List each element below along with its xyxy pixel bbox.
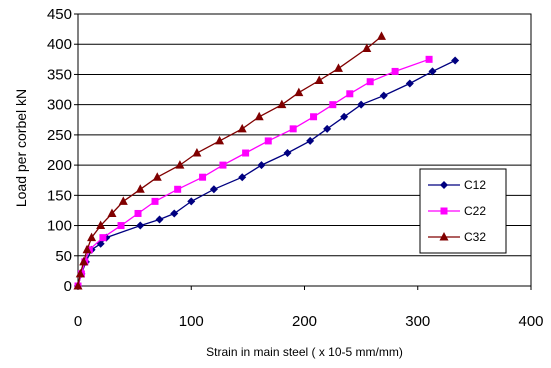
data-point-c32 xyxy=(237,123,247,133)
legend-marker-c22 xyxy=(440,207,448,215)
data-point-c32 xyxy=(175,160,185,169)
data-point-c32 xyxy=(82,244,92,254)
y-tick-label: 50 xyxy=(55,248,72,265)
data-point-c32 xyxy=(277,99,287,109)
y-tick-label: 400 xyxy=(47,36,72,53)
x-axis-label: Strain in main steel ( x 10-5 mm/mm) xyxy=(206,345,403,359)
x-tick-label: 0 xyxy=(74,313,82,330)
data-point-c32 xyxy=(87,232,97,242)
data-point-c22 xyxy=(425,55,433,63)
data-point-c22 xyxy=(151,197,159,205)
series-layer xyxy=(73,31,460,290)
data-point-c12 xyxy=(257,161,266,170)
y-tick-label: 300 xyxy=(47,97,72,114)
x-tick-label: 100 xyxy=(179,313,204,330)
data-point-c22 xyxy=(174,185,182,193)
data-point-c22 xyxy=(199,173,207,181)
data-point-c12 xyxy=(357,100,366,109)
data-point-c32 xyxy=(377,31,387,40)
data-point-c12 xyxy=(451,56,460,65)
y-axis-label: Load per corbel kN xyxy=(13,89,29,207)
data-point-c22 xyxy=(99,234,107,242)
y-tick-label: 450 xyxy=(47,6,72,23)
data-point-c12 xyxy=(238,173,247,182)
data-point-c32 xyxy=(118,196,128,205)
data-point-c22 xyxy=(366,78,374,86)
data-point-c32 xyxy=(362,43,372,52)
data-point-c12 xyxy=(170,209,179,218)
x-tick-label: 400 xyxy=(518,313,543,330)
data-point-c22 xyxy=(289,125,297,133)
data-point-c32 xyxy=(79,256,89,266)
legend-marker-c12 xyxy=(440,181,448,189)
data-point-c32 xyxy=(215,135,225,145)
series-line-c12 xyxy=(77,59,456,287)
legend-label-c32: C32 xyxy=(464,230,486,244)
data-point-c22 xyxy=(117,222,125,230)
data-point-c12 xyxy=(187,197,196,206)
data-point-c22 xyxy=(134,209,142,217)
y-tick-label: 200 xyxy=(47,157,72,174)
legend-marker-c32 xyxy=(439,232,449,241)
data-point-c12 xyxy=(405,79,414,88)
data-point-c12 xyxy=(306,136,315,145)
data-point-c32 xyxy=(254,111,264,121)
y-tick-label: 150 xyxy=(47,187,72,204)
data-point-c12 xyxy=(136,221,145,230)
series-c22 xyxy=(74,55,433,290)
legend-label-c22: C22 xyxy=(464,204,486,218)
data-point-c32 xyxy=(75,268,85,278)
data-point-c32 xyxy=(294,87,304,97)
y-tick-label: 0 xyxy=(64,278,72,295)
series-line-c22 xyxy=(77,58,430,287)
data-point-c22 xyxy=(346,90,354,98)
data-point-c32 xyxy=(73,281,83,290)
axes: 0 50 100 150 200 250 300 350 400 450 0 100 200 300 400 xyxy=(47,6,544,330)
data-point-c22 xyxy=(391,67,399,75)
legend-label-c12: C12 xyxy=(464,178,486,192)
series-c12 xyxy=(74,56,460,290)
y-tick-label: 100 xyxy=(47,218,72,235)
data-point-c22 xyxy=(264,137,272,145)
data-point-c22 xyxy=(219,161,227,169)
data-point-c12 xyxy=(155,215,164,224)
data-point-c22 xyxy=(310,113,318,121)
data-point-c12 xyxy=(379,91,388,100)
data-point-c12 xyxy=(209,185,218,194)
series-c32 xyxy=(73,31,387,290)
x-tick-label: 200 xyxy=(292,313,317,330)
data-point-c22 xyxy=(329,101,337,109)
legend: C12 C22 C32 xyxy=(419,168,507,254)
data-point-c32 xyxy=(314,75,324,84)
data-point-c12 xyxy=(323,124,332,133)
data-point-c32 xyxy=(152,172,162,181)
data-point-c32 xyxy=(135,184,145,193)
y-tick-label: 250 xyxy=(47,127,72,144)
data-point-c22 xyxy=(242,149,250,157)
data-point-c12 xyxy=(428,67,437,76)
y-tick-label: 350 xyxy=(47,66,72,83)
data-point-c32 xyxy=(107,208,117,217)
data-point-c32 xyxy=(96,220,106,230)
data-point-c12 xyxy=(283,149,292,158)
data-point-c32 xyxy=(333,63,343,72)
data-point-c12 xyxy=(340,112,349,121)
x-tick-label: 300 xyxy=(405,313,430,330)
data-point-c32 xyxy=(192,148,202,157)
